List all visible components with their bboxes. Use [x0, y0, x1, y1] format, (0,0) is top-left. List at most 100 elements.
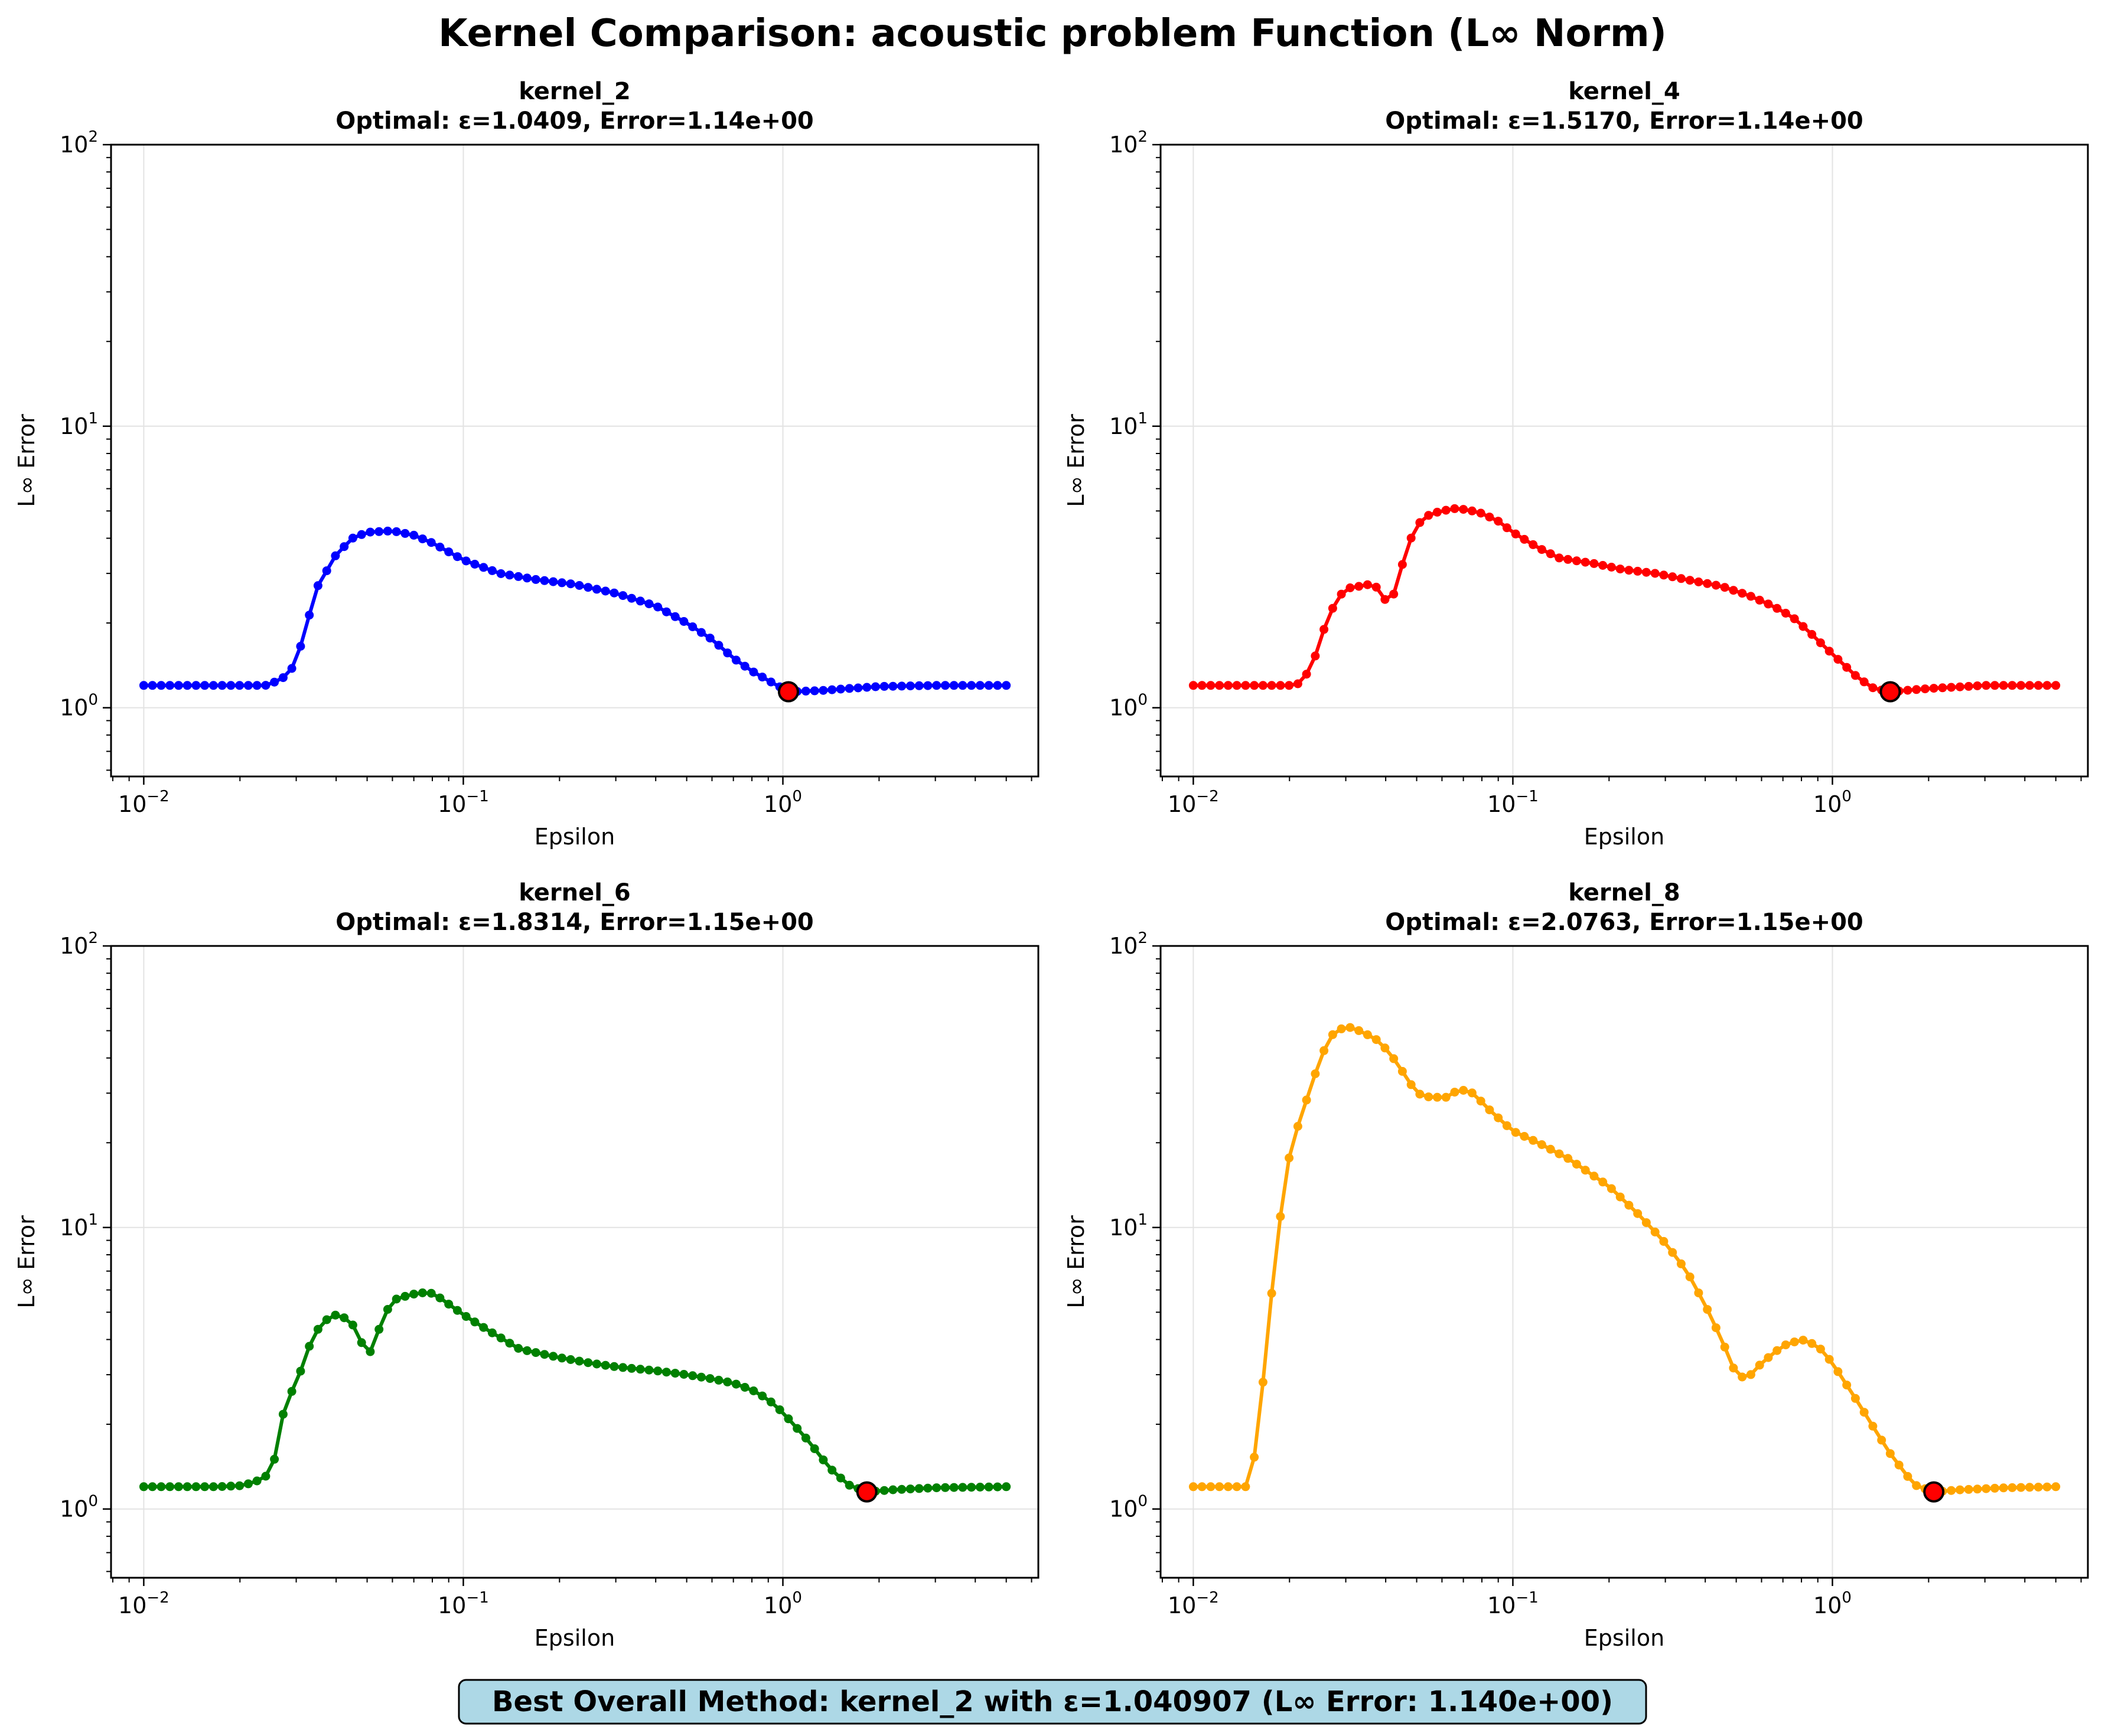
- data-point: [505, 1339, 514, 1348]
- data-point: [714, 1375, 724, 1385]
- data-point: [1964, 681, 1973, 691]
- data-point: [1389, 1054, 1399, 1063]
- data-point: [610, 588, 619, 598]
- y-tick-label: 100: [60, 691, 98, 721]
- data-point: [191, 1482, 201, 1492]
- data-point: [444, 547, 454, 557]
- data-point: [1476, 1097, 1485, 1106]
- x-axis-label: Epsilon: [535, 1625, 615, 1651]
- data-point: [1833, 655, 1843, 664]
- data-point: [487, 1328, 497, 1337]
- optimal-point-marker: [1879, 681, 1901, 703]
- data-point: [1650, 569, 1660, 578]
- data-point: [696, 1372, 706, 1382]
- data-point: [2016, 1483, 2026, 1492]
- data-point: [392, 1294, 401, 1304]
- data-point: [1529, 540, 1538, 549]
- data-point: [1720, 583, 1729, 592]
- data-point: [940, 681, 950, 690]
- y-tick-label: 101: [1109, 1211, 1148, 1241]
- data-point: [679, 1370, 689, 1379]
- data-point: [592, 1359, 601, 1369]
- data-point: [993, 1482, 1002, 1492]
- data-point: [1807, 629, 1817, 639]
- data-point: [740, 1383, 750, 1392]
- data-point: [1002, 1482, 1011, 1492]
- data-point: [993, 681, 1002, 690]
- data-point: [723, 1377, 732, 1386]
- data-point: [1955, 1485, 1964, 1494]
- data-point: [452, 552, 462, 562]
- data-point: [923, 681, 933, 690]
- data-point: [662, 1368, 671, 1377]
- data-point: [461, 556, 471, 566]
- data-point: [714, 641, 724, 650]
- data-point: [278, 673, 288, 683]
- data-point: [1798, 1336, 1808, 1345]
- data-point: [1659, 1236, 1669, 1246]
- data-point: [270, 1454, 279, 1464]
- data-point: [1833, 1367, 1843, 1376]
- data-point: [200, 1482, 210, 1492]
- data-point: [1197, 681, 1207, 690]
- data-point: [531, 1348, 540, 1358]
- series-kernel_8: [1188, 1023, 2061, 1497]
- data-point: [1529, 1135, 1538, 1145]
- data-point: [1903, 1471, 1912, 1481]
- data-point: [531, 575, 540, 584]
- data-point: [139, 1482, 148, 1492]
- data-point: [653, 1366, 663, 1376]
- data-point: [313, 1324, 322, 1334]
- data-point: [793, 1424, 802, 1433]
- data-point: [1973, 681, 1982, 690]
- data-point: [905, 681, 915, 691]
- data-point: [1685, 1272, 1695, 1281]
- data-point: [923, 1483, 933, 1493]
- data-point: [879, 1486, 889, 1495]
- data-point: [801, 686, 810, 696]
- data-point: [914, 1484, 924, 1493]
- data-point: [1746, 1370, 1755, 1379]
- data-point: [888, 1485, 898, 1494]
- data-point: [775, 1405, 784, 1414]
- data-point: [897, 1484, 907, 1494]
- data-point: [2008, 1483, 2017, 1492]
- data-point: [1459, 1086, 1468, 1095]
- data-point: [592, 585, 601, 594]
- data-point: [296, 642, 305, 651]
- data-point: [340, 542, 349, 552]
- subplot-subtitle: Optimal: ε=1.8314, Error=1.15e+00: [335, 909, 814, 936]
- data-point: [217, 681, 227, 690]
- series-kernel_4: [1188, 504, 2061, 696]
- data-point: [208, 1482, 218, 1492]
- data-point: [618, 1363, 628, 1372]
- data-point: [540, 576, 549, 585]
- data-point: [949, 681, 959, 690]
- data-point: [1450, 504, 1459, 513]
- data-point: [740, 661, 750, 671]
- data-point: [1755, 1360, 1764, 1370]
- data-point: [940, 1483, 950, 1492]
- data-point: [1494, 1113, 1503, 1122]
- data-point: [1223, 681, 1233, 690]
- optimal-point-marker: [1923, 1481, 1945, 1503]
- data-point: [514, 572, 523, 581]
- data-point: [810, 1444, 819, 1453]
- data-point: [1894, 1460, 1904, 1470]
- data-point: [400, 1291, 410, 1301]
- data-point: [1293, 679, 1302, 688]
- x-axis-label: Epsilon: [1584, 824, 1664, 850]
- data-point: [636, 596, 645, 606]
- data-point: [897, 681, 907, 691]
- data-point: [1816, 638, 1825, 648]
- data-point: [426, 1288, 436, 1298]
- best-method-box: [458, 1679, 1647, 1725]
- data-point: [1188, 681, 1198, 690]
- data-point: [1345, 583, 1355, 592]
- data-point: [1824, 1355, 1834, 1364]
- data-point: [1589, 559, 1599, 568]
- data-point: [1459, 505, 1468, 514]
